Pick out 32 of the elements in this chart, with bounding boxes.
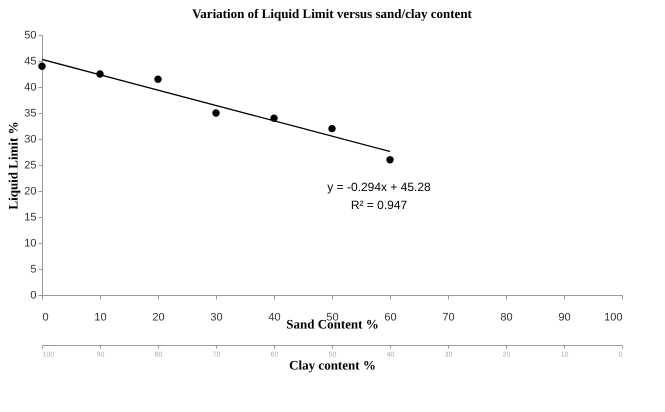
point bbox=[212, 109, 220, 117]
x-tick-label: 0 bbox=[42, 312, 49, 324]
annotation: y = -0.294x + 45.28 bbox=[327, 180, 432, 194]
point bbox=[328, 124, 336, 132]
y-tick-label: 10 bbox=[24, 238, 36, 250]
chart-title: Variation of Liquid Limit versus sand/clay content bbox=[192, 6, 473, 21]
x-tick-label: 70 bbox=[442, 312, 455, 324]
y-tick-label: 35 bbox=[24, 108, 36, 120]
x2-axis-title: Clay content % bbox=[289, 358, 376, 372]
x-tick-label: 60 bbox=[384, 312, 397, 324]
x-tick-label: 40 bbox=[268, 312, 281, 324]
x-tick-label: 10 bbox=[94, 312, 107, 324]
y-tick-label: 20 bbox=[24, 186, 36, 198]
x-tick-label: 50 bbox=[326, 312, 339, 324]
y-tick-label: 40 bbox=[24, 82, 36, 94]
point bbox=[154, 76, 162, 83]
y-tick-label: 30 bbox=[24, 134, 36, 146]
y-tick-label: 50 bbox=[24, 30, 36, 42]
x-tick-label: 100 bbox=[604, 312, 622, 324]
x-tick-label: 80 bbox=[500, 312, 513, 324]
y-tick-label: 25 bbox=[24, 160, 36, 172]
x-tick-label: 30 bbox=[210, 312, 223, 324]
y-tick-label: 15 bbox=[24, 212, 36, 224]
x-tick-label: 90 bbox=[558, 312, 571, 324]
y-tick-label: 5 bbox=[30, 264, 36, 276]
y-tick-label: 45 bbox=[24, 56, 36, 68]
point bbox=[386, 156, 394, 164]
point bbox=[38, 62, 46, 70]
x-tick-label: 20 bbox=[152, 312, 165, 324]
y-tick-label: 0 bbox=[30, 290, 36, 302]
y-axis-title: Liquid Limit % bbox=[5, 121, 20, 210]
annotation: R² = 0.947 bbox=[350, 198, 408, 212]
